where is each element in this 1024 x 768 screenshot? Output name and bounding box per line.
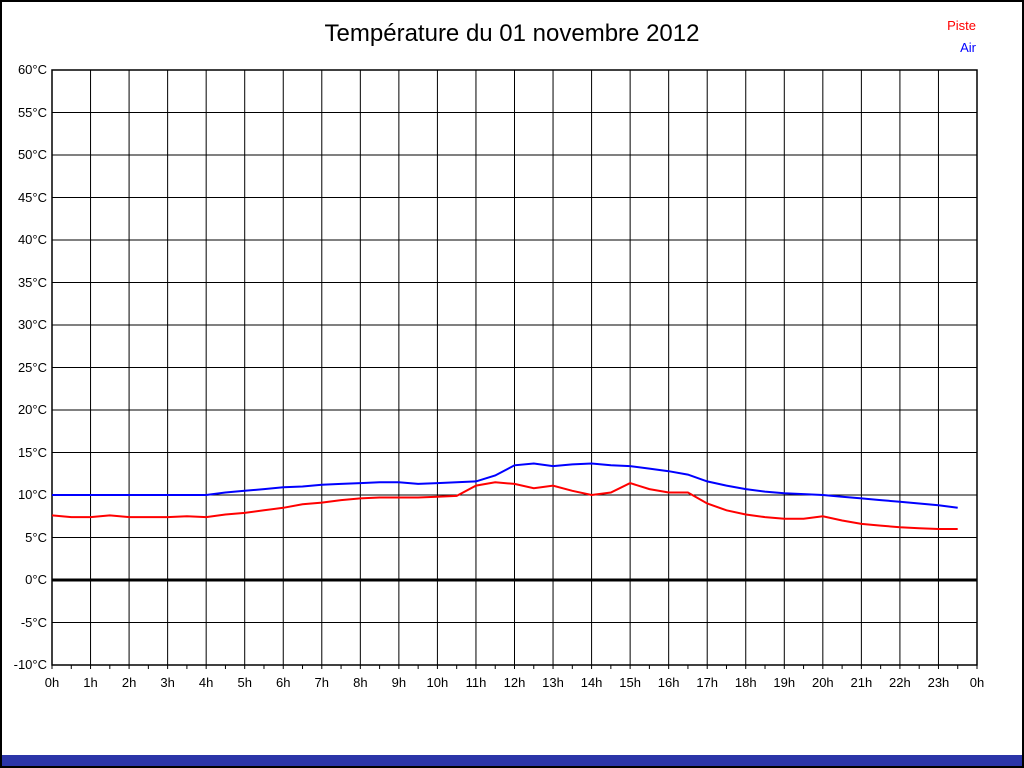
x-tick-label: 6h [276, 675, 291, 690]
x-tick-label: 17h [696, 675, 719, 690]
y-tick-label: 10°C [17, 487, 47, 502]
series-line-air [52, 462, 958, 509]
y-tick-label: 15°C [17, 444, 47, 460]
y-tick-label: 20°C [17, 402, 47, 417]
x-tick-label: 10h [426, 675, 449, 690]
x-tick-label: 1h [83, 675, 98, 690]
x-tick-label: 0h [44, 675, 60, 690]
x-tick-label: 3h [160, 675, 175, 690]
x-tick-label: 14h [580, 675, 603, 690]
x-tick-label: 21h [850, 675, 873, 690]
chart-legend: Piste Air [856, 15, 976, 59]
y-tick-label: -10°C [13, 657, 47, 672]
x-tick-label: 5h [237, 675, 252, 690]
y-tick-label: 30°C [17, 317, 47, 332]
y-tick-label: -5°C [20, 614, 47, 630]
x-tick-label: 12h [503, 675, 526, 690]
y-tick-label: 60°C [17, 62, 47, 77]
plot-border [51, 69, 978, 666]
x-tick-label: 9h [391, 675, 407, 690]
y-tick-label: 0°C [25, 572, 47, 587]
legend-item-piste: Piste [947, 18, 976, 33]
x-tick-label: 15h [619, 675, 641, 690]
x-tick-label: 22h [889, 675, 911, 690]
x-tick-label: 23h [927, 675, 950, 690]
chart-title: Température du 01 novembre 2012 [324, 20, 700, 47]
x-tick-label: 8h [353, 675, 368, 690]
x-tick-label: 18h [734, 675, 757, 690]
bottom-bar [2, 755, 1022, 766]
x-tick-label: 2h [121, 675, 137, 690]
x-tick-label: 7h [314, 675, 330, 690]
x-tick-label: 4h [198, 675, 214, 690]
legend-item-air: Air [960, 40, 976, 55]
y-tick-label: 50°C [17, 147, 47, 162]
y-tick-label: 5°C [25, 529, 47, 545]
x-tick-label: 11h [465, 675, 487, 690]
y-tick-label: 35°C [17, 274, 47, 290]
series-line-piste [51, 481, 958, 530]
x-tick-label: 13h [542, 675, 564, 690]
x-tick-label: 16h [657, 675, 680, 690]
y-tick-label: 55°C [17, 104, 47, 120]
x-tick-label: 19h [773, 675, 796, 690]
x-tick-label: 20h [811, 675, 834, 690]
y-tick-label: 25°C [17, 359, 47, 375]
y-tick-label: 40°C [17, 232, 47, 247]
x-tick-label: 0h [969, 675, 985, 690]
y-tick-label: 45°C [17, 189, 47, 205]
